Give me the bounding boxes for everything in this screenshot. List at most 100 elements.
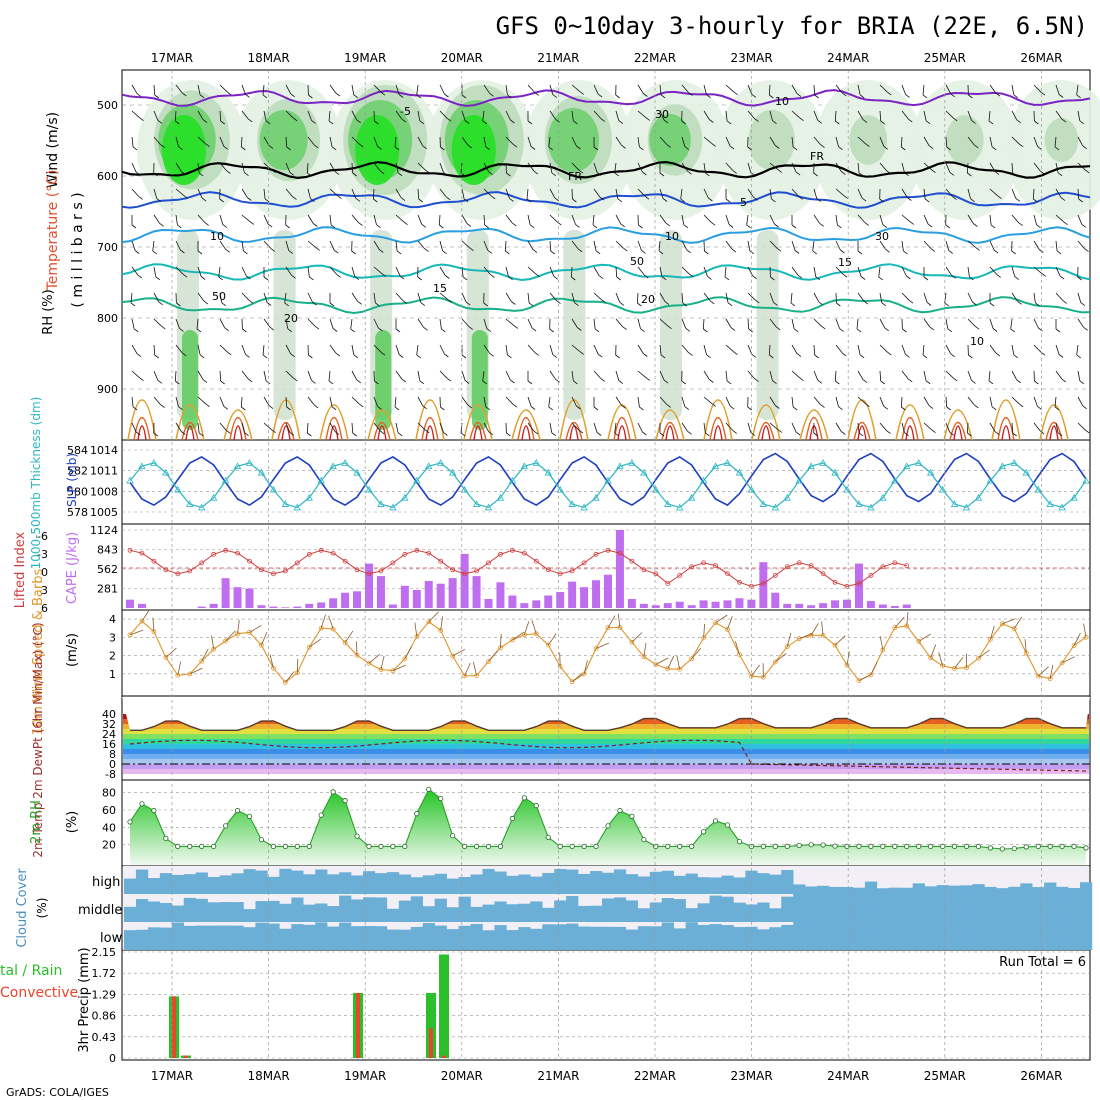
wind-speed-point: [677, 666, 683, 672]
upper-wind-barb: [945, 136, 948, 148]
cloud-cell: [398, 874, 412, 894]
upper-wind-barb: [790, 292, 793, 303]
upper-wind-barb: [1076, 354, 1081, 359]
upper-wind-barb: [468, 326, 473, 330]
precip-legend-conv: Convective: [0, 985, 78, 1001]
upper-wind-barb: [131, 224, 137, 229]
upper-wind-barb: [482, 120, 487, 125]
rh-point: [689, 843, 695, 850]
upper-wind-barb: [461, 370, 466, 381]
upper-wind-barb: [859, 354, 865, 359]
upper-wind-barb: [445, 196, 451, 201]
warm-contour: [175, 404, 205, 441]
upper-wind-barb: [131, 344, 138, 354]
cloud-cell: [960, 885, 973, 894]
upper-wind-barb: [447, 299, 452, 303]
upper-wind-barb: [549, 188, 556, 198]
cloud-cell: [279, 868, 292, 894]
upper-wind-barb: [1077, 292, 1082, 303]
contour-label: 50: [212, 290, 226, 303]
upper-wind-barb: [220, 380, 225, 385]
upper-wind-barb: [681, 240, 688, 250]
upper-wind-barb: [138, 196, 143, 200]
wind-barb: [703, 623, 705, 638]
cloud-cell: [279, 928, 292, 950]
upper-wind-barb: [703, 214, 712, 223]
upper-wind-barb: [175, 318, 180, 329]
cape-bar: [520, 603, 529, 608]
thickness-point: [735, 468, 744, 476]
upper-wind-barb: [197, 188, 203, 199]
upper-wind-barb: [483, 302, 488, 307]
upper-wind-barb: [351, 110, 358, 120]
upper-wind-barb: [659, 172, 665, 177]
upper-wind-barb: [549, 292, 557, 301]
upper-wind-barb: [660, 94, 666, 99]
cloud-cell: [697, 877, 710, 894]
thickness-point: [186, 500, 194, 507]
rh-point: [653, 843, 659, 850]
thickness-point: [783, 493, 791, 501]
upper-wind-barb: [835, 214, 838, 225]
thickness-point: [269, 485, 278, 493]
upper-wind-barb: [263, 276, 269, 281]
thickness-point: [616, 462, 624, 470]
cloud-cell: [602, 926, 615, 950]
upper-wind-barb: [1055, 110, 1063, 120]
upper-wind-barb: [241, 370, 249, 380]
upper-wind-barb: [725, 214, 730, 225]
upper-wind-barb: [224, 327, 229, 332]
upper-wind-barb: [423, 326, 428, 331]
upper-wind-barb: [901, 240, 904, 251]
cloud-cell: [303, 924, 316, 950]
wind-speed-point: [832, 642, 838, 648]
wind-speed-point: [713, 620, 718, 626]
wind-barb: [715, 614, 728, 623]
cloud-cell: [721, 925, 734, 950]
upper-wind-barb: [307, 136, 315, 146]
upper-wind-barb: [573, 120, 578, 125]
upper-wind-barb: [351, 422, 354, 434]
cape-bar: [639, 603, 648, 608]
upper-wind-barb: [752, 275, 757, 280]
upper-wind-barb: [813, 344, 816, 356]
wind-speed-point: [1035, 673, 1041, 679]
warm-contour: [325, 417, 343, 441]
upper-wind-barb: [791, 188, 799, 197]
upper-wind-barb: [1011, 84, 1015, 95]
wind-barb: [571, 672, 584, 682]
upper-wind-barb: [285, 240, 290, 251]
upper-wind-barb: [511, 222, 517, 227]
upper-wind-barb: [704, 250, 709, 255]
wind-barb: [727, 616, 733, 630]
lifted-index-point: [259, 567, 264, 573]
cloud-cell: [183, 925, 196, 950]
upper-wind-barb: [859, 94, 865, 99]
upper-wind-barb: [154, 354, 159, 359]
contour-label: 20: [641, 293, 655, 306]
upper-wind-barb: [354, 276, 360, 280]
upper-wind-barb: [219, 214, 224, 225]
wind-speed-point: [856, 678, 862, 684]
upper-wind-barb: [177, 224, 182, 229]
cloud-cell: [530, 876, 543, 894]
li-tick: 3: [41, 584, 48, 597]
upper-wind-barb: [812, 240, 815, 251]
upper-wind-barb: [725, 396, 731, 407]
wind-speed-point: [772, 659, 778, 665]
upper-wind-barb: [331, 406, 337, 411]
upper-wind-barb: [526, 188, 529, 199]
cloud-cell: [960, 922, 973, 950]
cloud-cell: [757, 902, 770, 922]
date-label-bottom: 19MAR: [344, 1069, 386, 1083]
upper-wind-barb: [444, 93, 449, 98]
cloud-cell: [124, 878, 137, 894]
rh-point: [975, 843, 982, 850]
lifted-index-point: [557, 571, 563, 577]
upper-wind-barb: [776, 247, 782, 252]
upper-wind-barb: [221, 302, 227, 307]
rh-point: [187, 843, 193, 850]
upper-wind-barb: [747, 84, 753, 95]
upper-wind-barb: [555, 118, 560, 123]
upper-wind-barb: [837, 224, 842, 229]
